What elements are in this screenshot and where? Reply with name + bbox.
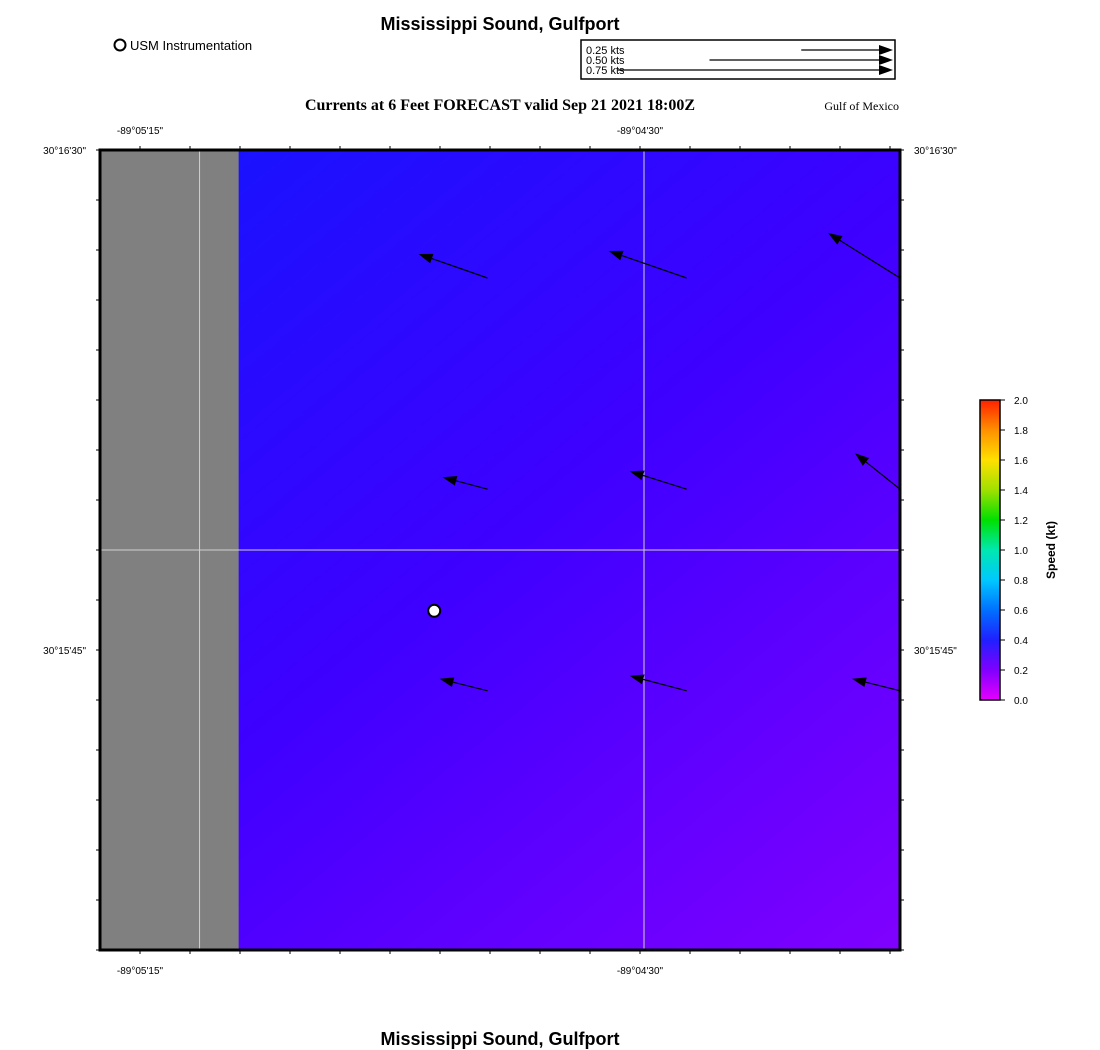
usm-station-marker[interactable] (427, 603, 442, 618)
speed-colorbar: 0.0 0.2 0.4 0.6 0.8 1.0 1.2 1.4 1.6 1.8 2.0 Speed … (979, 396, 1058, 707)
colorbar-tick-label: 1.8 (1014, 426, 1028, 437)
vector-head (855, 453, 870, 466)
colorbar-ramp (979, 399, 1001, 701)
current-vector-arrow (608, 250, 687, 279)
current-vector-arrow (629, 674, 687, 692)
lat-tick-label: 30°15'45" (914, 646, 957, 657)
colorbar-ticks: 0.0 0.2 0.4 0.6 0.8 1.0 1.2 1.4 1.6 1.8 2.0 (1000, 396, 1028, 707)
speed-scale-label: 0.25 kts (586, 45, 625, 57)
lon-tick-label: -89°04'30" (617, 966, 664, 977)
map-panel[interactable] (98, 148, 902, 952)
colorbar-tick-label: 1.4 (1014, 486, 1028, 497)
current-vector-arrow (439, 677, 488, 692)
region-label: Gulf of Mexico (824, 99, 899, 113)
colorbar-tick-label: 0.8 (1014, 576, 1028, 587)
speed-scale-arrow (617, 65, 893, 75)
vector-shaft (642, 474, 687, 490)
colorbar-tick-label: 0.4 (1014, 636, 1028, 647)
frame-ticks (96, 146, 904, 954)
lat-tick-label: 30°15'45" (43, 646, 86, 657)
speed-scale-arrow (709, 55, 893, 65)
station-legend: USM Instrumentation (113, 38, 252, 53)
lat-tick-label: 30°16'30" (914, 146, 957, 157)
lat-tick-label: 30°16'30" (43, 146, 86, 157)
vector-head (852, 677, 867, 688)
vector-shaft (839, 239, 901, 279)
lon-tick-label: -89°05'15" (117, 966, 164, 977)
speed-scale-arrow (801, 45, 893, 55)
colorbar-tick-label: 0.6 (1014, 606, 1028, 617)
lon-tick-label: -89°04'30" (617, 126, 664, 137)
top-lon-labels: -89°05'15" -89°04'30" (117, 126, 664, 137)
vector-shaft (455, 480, 488, 490)
vector-shaft (865, 461, 901, 490)
colorbar-tick-label: 1.6 (1014, 456, 1028, 467)
current-vector-arrow (828, 233, 901, 279)
vector-shaft (865, 681, 901, 692)
vector-head (879, 45, 893, 55)
colorbar-tick-label: 1.0 (1014, 546, 1028, 557)
current-vector-arrow (629, 470, 687, 490)
map-title: Mississippi Sound, Gulfport (380, 14, 619, 34)
colorbar-tick-label: 0.2 (1014, 666, 1028, 677)
current-vector-arrow (855, 453, 901, 490)
station-legend-icon (113, 38, 127, 52)
vector-head (439, 677, 455, 688)
current-vectors (418, 233, 901, 692)
vector-shaft (643, 678, 687, 692)
vector-head (442, 475, 458, 486)
station-legend-label: USM Instrumentation (130, 38, 252, 53)
right-lat-labels: 30°16'30" 30°15'45" (914, 146, 957, 657)
current-vector-arrow (442, 475, 488, 490)
vector-head (629, 674, 645, 685)
colorbar-tick-label: 2.0 (1014, 396, 1028, 407)
left-lat-labels: 30°16'30" 30°15'45" (43, 146, 86, 657)
colorbar-tick-label: 1.2 (1014, 516, 1028, 527)
current-vector-arrow (852, 677, 901, 692)
vector-shaft (452, 681, 488, 692)
colorbar-label: Speed (kt) (1044, 521, 1058, 579)
vector-head (828, 233, 843, 245)
vector-head (418, 253, 434, 264)
colorbar-tick-label: 0.0 (1014, 696, 1028, 707)
vector-head (879, 55, 893, 65)
vector-head (608, 250, 624, 261)
vector-head (879, 65, 893, 75)
vector-head (629, 470, 645, 481)
speed-scale-label: 0.50 kts (586, 55, 625, 67)
vector-shaft (621, 255, 687, 279)
bottom-lon-labels: -89°05'15" -89°04'30" (117, 966, 664, 977)
forecast-subtitle: Currents at 6 Feet FORECAST valid Sep 21… (305, 97, 695, 114)
current-vector-arrow (418, 253, 488, 279)
vector-shaft (431, 258, 488, 279)
footer-title: Mississippi Sound, Gulfport (380, 1029, 619, 1049)
lon-tick-label: -89°05'15" (117, 126, 164, 137)
speed-scale-label: 0.75 kts (586, 65, 625, 77)
